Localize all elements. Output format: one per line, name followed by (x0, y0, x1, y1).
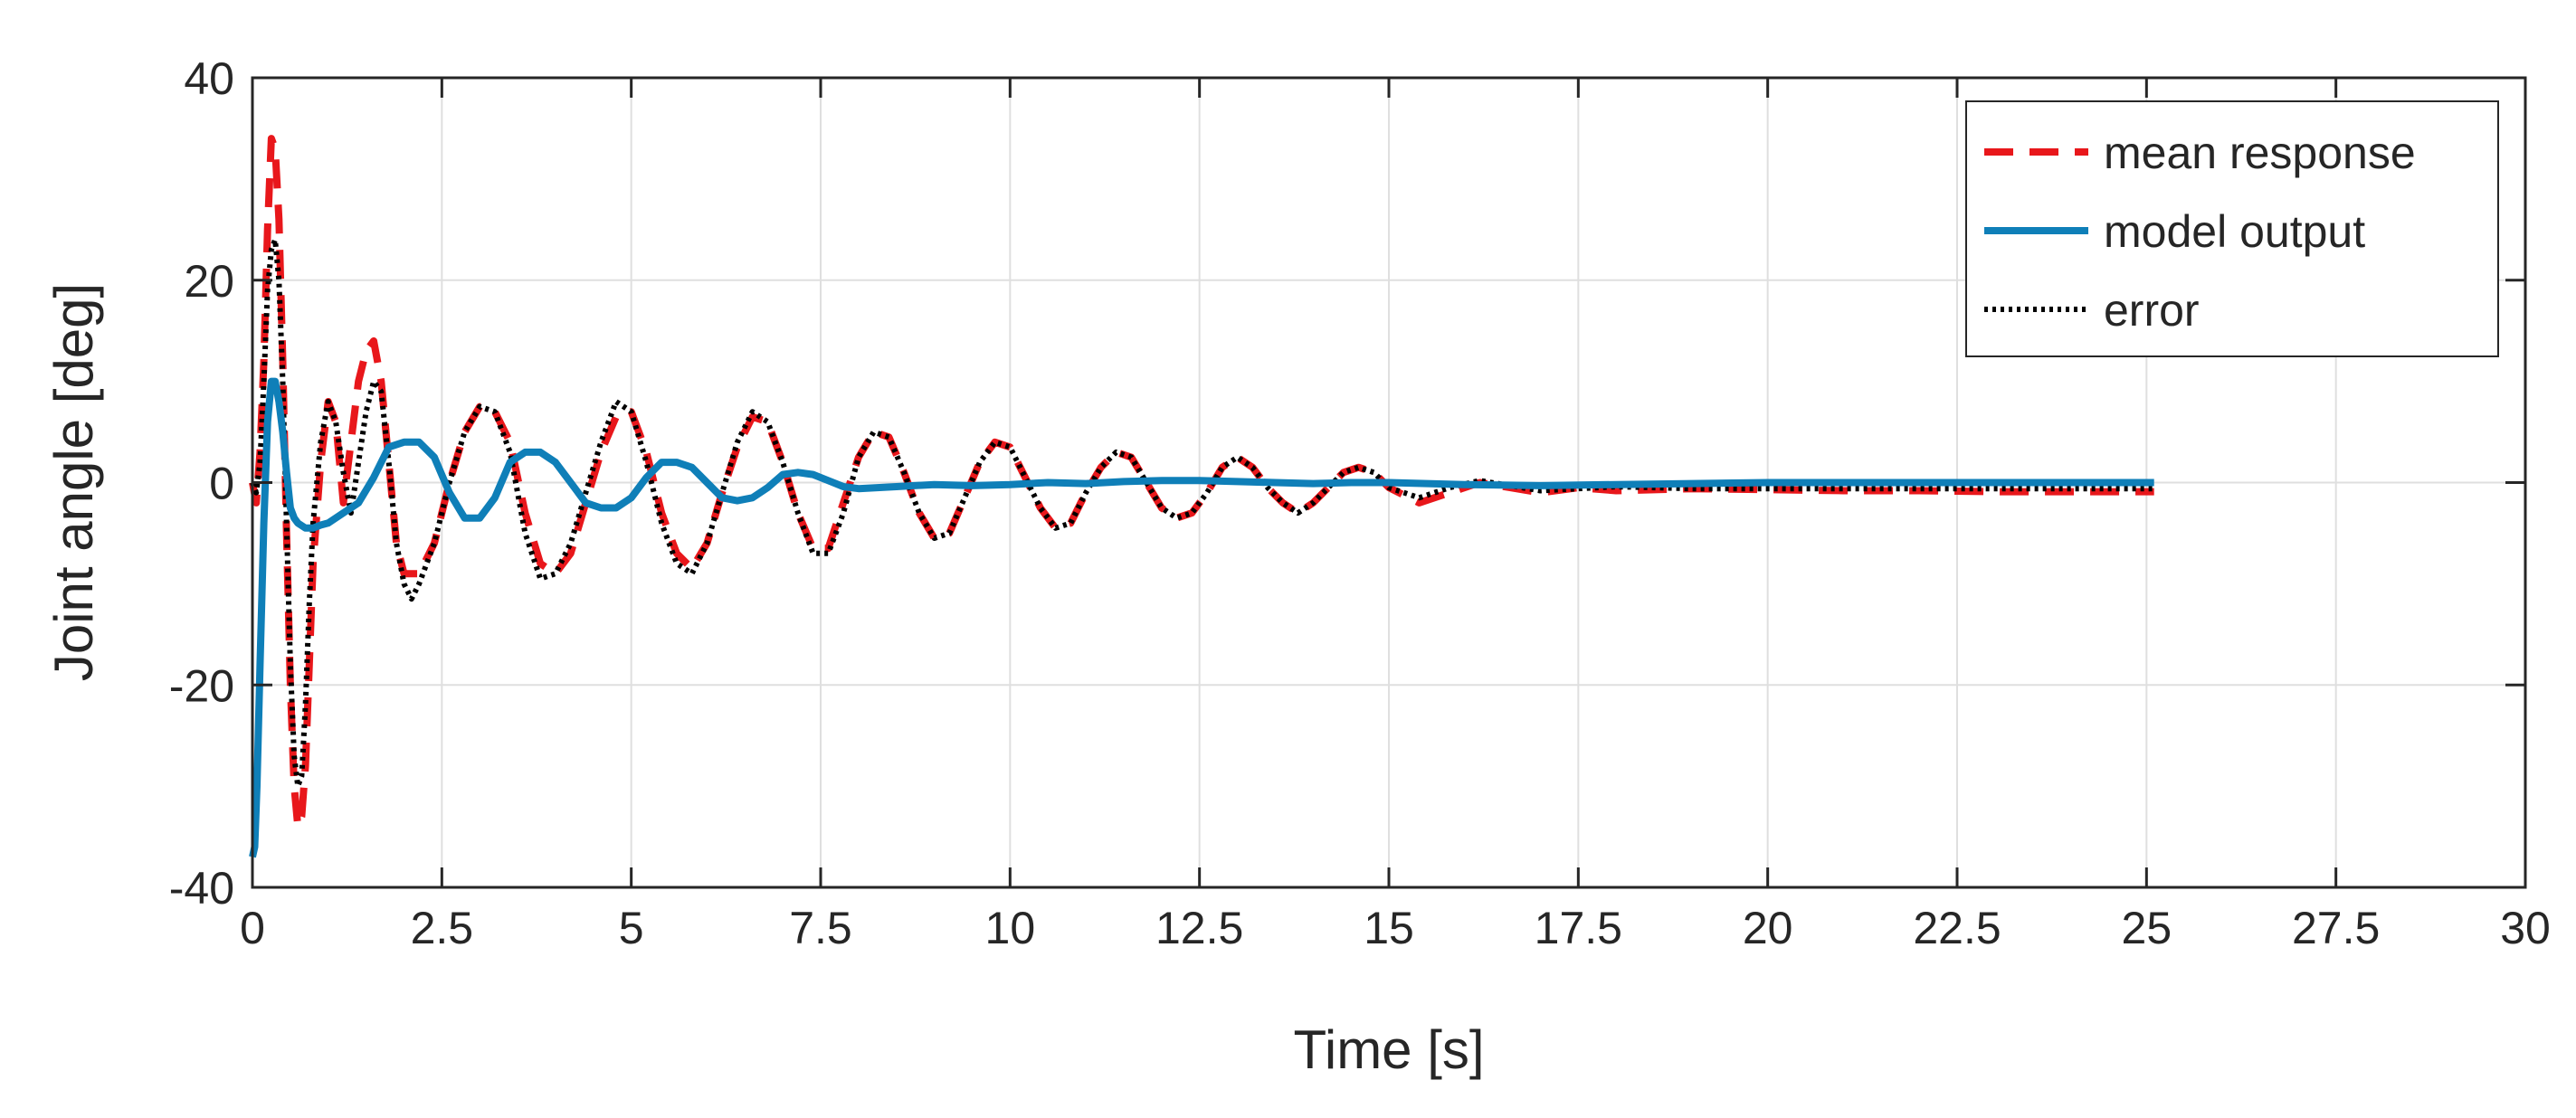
x-tick-label: 17.5 (1535, 903, 1622, 953)
x-tick-label: 12.5 (1155, 903, 1243, 953)
legend: mean response model output error (1965, 100, 2499, 357)
series-line-model-output (249, 377, 2154, 858)
series-line-error (250, 237, 2154, 790)
axis-ticks (251, 76, 2527, 889)
legend-label-error: error (2104, 285, 2200, 336)
x-tick-label: 27.5 (2292, 903, 2380, 953)
legend-label-model-output: model output (2104, 206, 2365, 257)
tick-labels: 0 2.5 5 7.5 10 12.5 15 17.5 20 22.5 25 27.5 30 -40 -20… (169, 53, 2551, 953)
x-tick-label: 15 (1364, 903, 1414, 953)
series-layer (249, 135, 2154, 858)
y-tick-label: -20 (169, 660, 234, 711)
y-tick-label: 20 (184, 256, 234, 307)
x-tick-label: 5 (619, 903, 644, 953)
y-axis-label: Joint angle [deg] (43, 283, 104, 681)
y-tick-label: 0 (209, 459, 234, 509)
x-tick-label: 22.5 (1913, 903, 2001, 953)
x-tick-label: 30 (2500, 903, 2551, 953)
y-tick-label: 40 (184, 53, 234, 104)
legend-label-mean-response: mean response (2104, 128, 2416, 178)
x-tick-label: 7.5 (789, 903, 852, 953)
x-tick-label: 20 (1743, 903, 1793, 953)
x-axis-label: Time [s] (1293, 1019, 1484, 1080)
x-tick-label: 25 (2122, 903, 2172, 953)
x-tick-label: 10 (985, 903, 1036, 953)
x-tick-label: 0 (240, 903, 265, 953)
x-tick-label: 2.5 (411, 903, 474, 953)
y-tick-label: -40 (169, 863, 234, 914)
